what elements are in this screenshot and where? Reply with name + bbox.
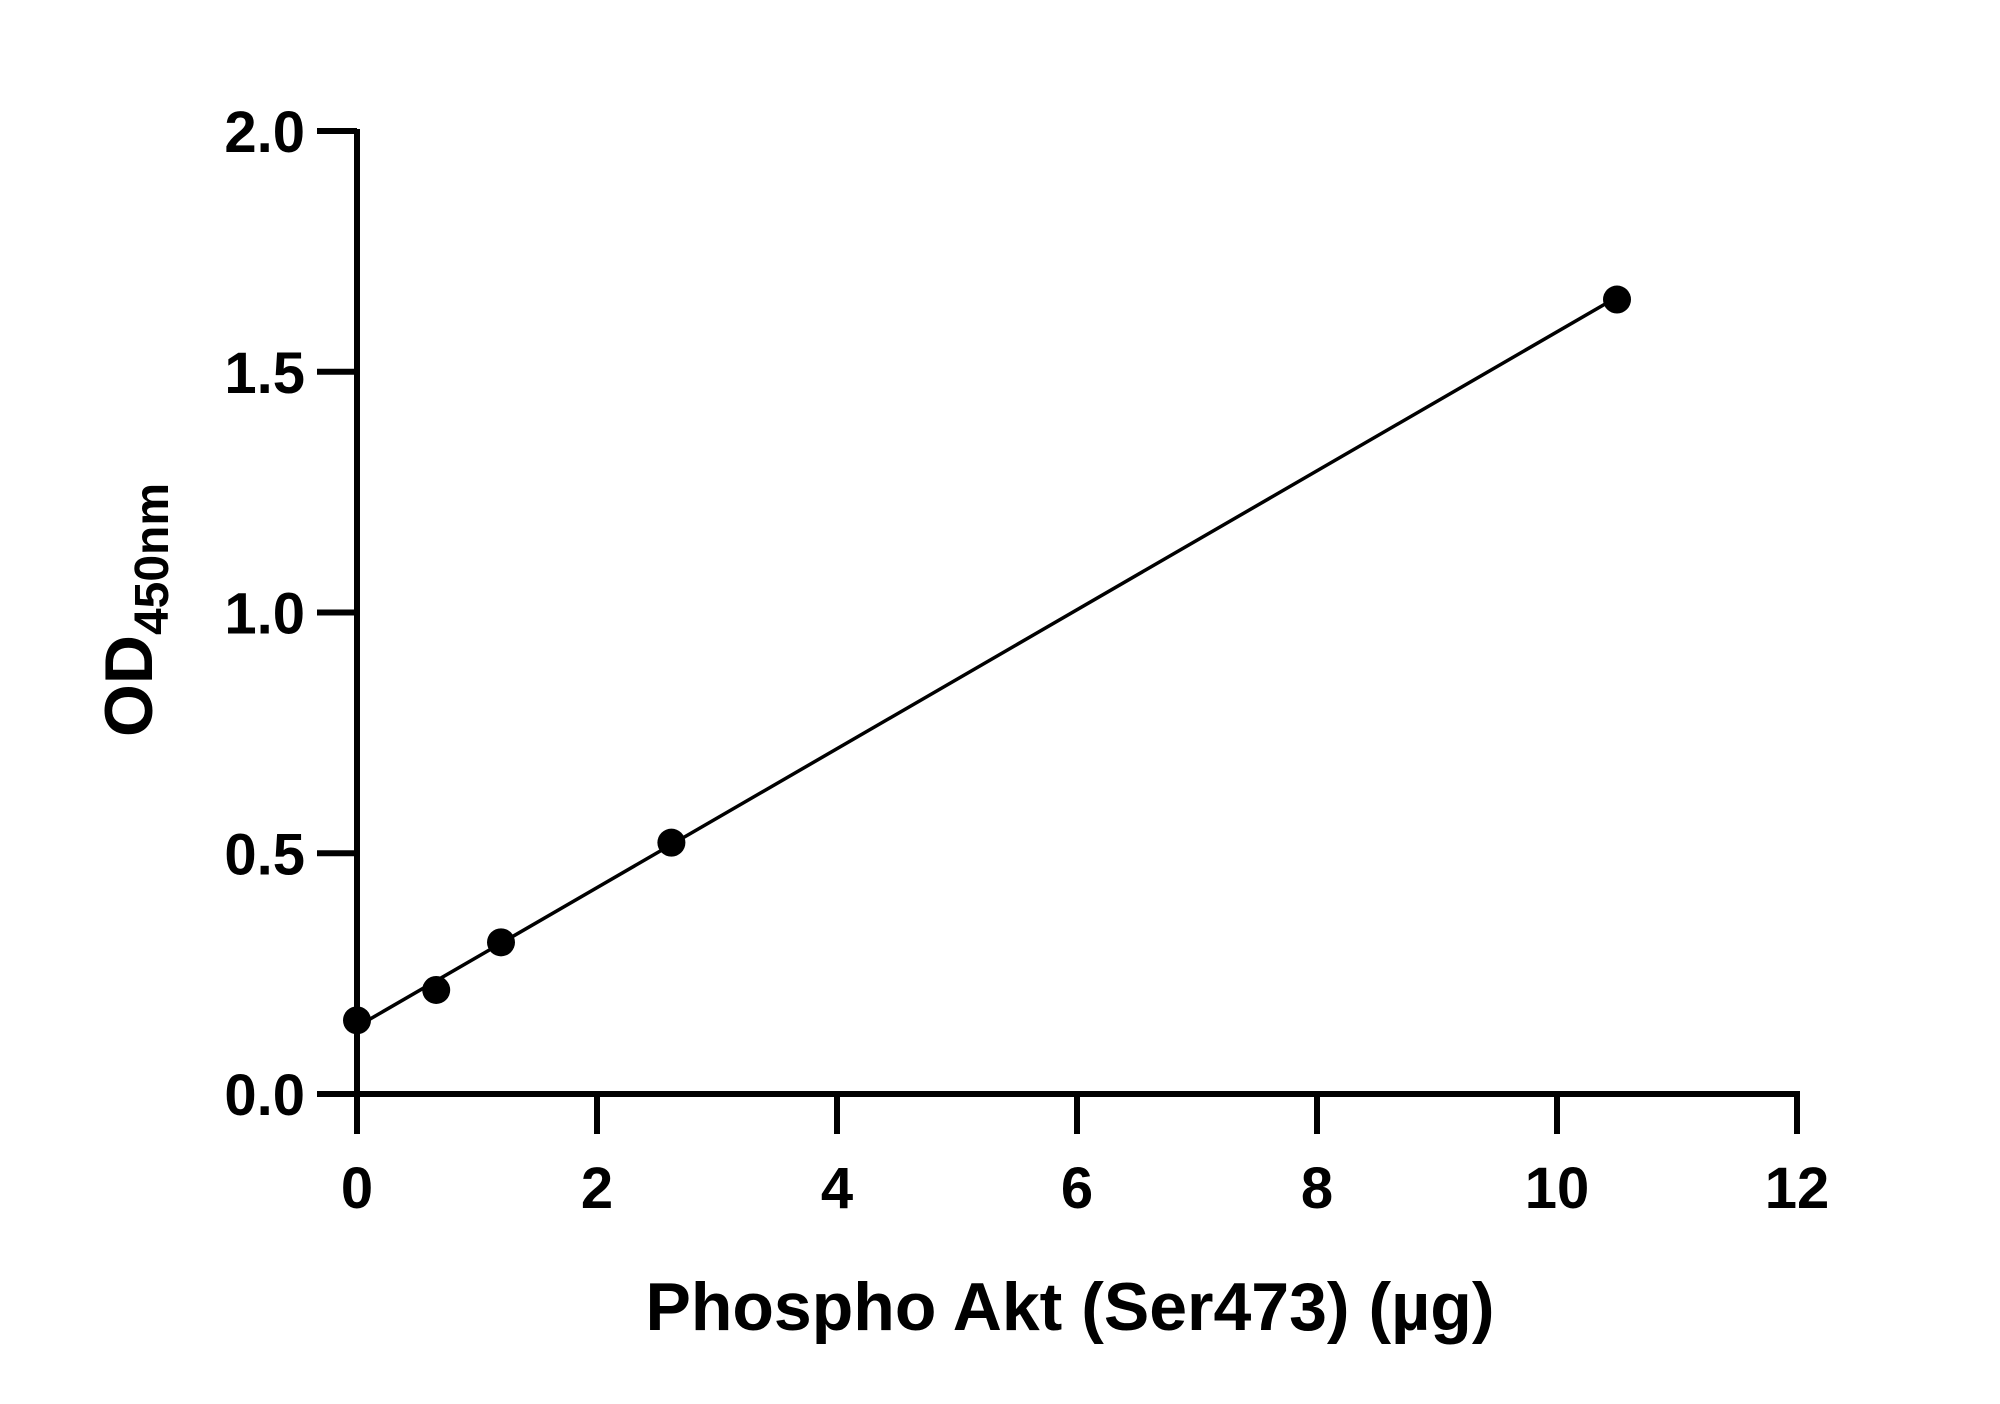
data-point <box>1603 285 1631 314</box>
x-axis-title: Phospho Akt (Ser473) (µg) <box>646 1269 1495 1345</box>
y-tick-label: 1.5 <box>224 341 305 406</box>
y-tick-label: 2.0 <box>224 100 305 165</box>
x-tick-label: 10 <box>1525 1156 1590 1221</box>
y-axis-title-subscript: 450nm <box>126 483 179 635</box>
y-axis-title-main: OD <box>91 635 167 737</box>
y-tick-label: 0.0 <box>224 1063 305 1128</box>
x-tick-label: 12 <box>1765 1156 1830 1221</box>
fit-line-layer <box>356 295 1618 1029</box>
y-axis-title: OD450nm <box>91 483 179 737</box>
x-tick-label: 4 <box>821 1156 853 1221</box>
x-tick-label: 2 <box>581 1156 613 1221</box>
data-point <box>487 928 515 957</box>
y-tick-label: 1.0 <box>224 582 305 647</box>
plot-area <box>343 285 1631 1035</box>
data-point <box>422 975 451 1004</box>
x-axis: 0 2 4 6 8 10 12 <box>317 1091 1830 1221</box>
data-points-layer <box>343 285 1631 1035</box>
x-tick-label: 0 <box>341 1156 373 1221</box>
fit-line <box>356 295 1618 1029</box>
y-axis: 0.0 0.5 1.0 1.5 2.0 <box>224 100 360 1128</box>
x-tick-label: 6 <box>1061 1156 1093 1221</box>
x-tick-label: 8 <box>1301 1156 1333 1221</box>
y-tick-label: 0.5 <box>224 822 305 887</box>
data-point <box>657 828 686 857</box>
